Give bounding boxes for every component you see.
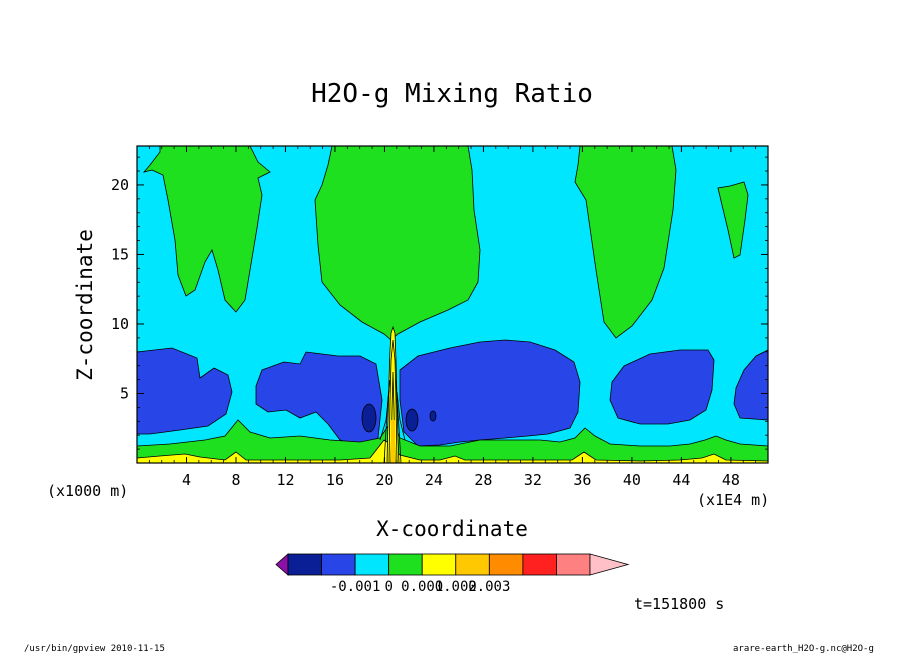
y-tick-label: 10	[111, 315, 129, 333]
colorbar-left-arrow	[275, 553, 289, 576]
x-tick-label: 4	[182, 471, 191, 489]
x-tick-label: 20	[375, 471, 393, 489]
time-label: t=151800 s	[634, 595, 724, 613]
colorbar-tick-label: 0.001	[401, 579, 443, 595]
y-axis-label: Z-coordinate	[73, 229, 97, 381]
x-tick-label: 48	[722, 471, 740, 489]
colorbar-swatch	[287, 553, 322, 576]
colorbar-tick-label: 0.003	[468, 579, 510, 595]
y-axis: 5 10 15 20	[111, 156, 768, 450]
x-tick-label: 40	[623, 471, 641, 489]
x-unit-left: (x1000 m)	[47, 482, 128, 500]
dark-blue-spot-3	[429, 410, 437, 422]
plot-frame	[136, 145, 769, 464]
x-tick-label: 28	[474, 471, 492, 489]
blue-cell-left	[137, 347, 233, 435]
colorbar-swatch	[388, 553, 423, 576]
x-tick-label: 24	[425, 471, 443, 489]
x-tick-label: 12	[276, 471, 294, 489]
green-plume-far-right	[717, 181, 749, 259]
dark-blue-spot-2	[405, 408, 419, 432]
chart-title: H2O-g Mixing Ratio	[311, 79, 593, 109]
x-tick-label: 8	[231, 471, 240, 489]
y-tick-label: 20	[111, 176, 129, 194]
plot-area	[137, 146, 768, 463]
x-tick-label: 36	[573, 471, 591, 489]
colorbar-tick-label: 0	[384, 579, 392, 595]
blue-cell-center	[399, 339, 581, 447]
colorbar-tick-label: -0.001	[330, 579, 381, 595]
colorbar-swatch	[488, 553, 524, 576]
blue-cell-mid	[255, 351, 383, 447]
yellow-column	[386, 325, 400, 463]
x-tick-label: 32	[524, 471, 542, 489]
x-axis-label: X-coordinate	[376, 517, 528, 541]
x-tick-label: 16	[326, 471, 344, 489]
colorbar-swatch	[354, 553, 390, 576]
x-axis: 4 8 12 16 20 24 28 32 36 40 44 48	[148, 146, 757, 489]
blue-cell-right	[609, 349, 715, 425]
orange-core	[391, 420, 395, 463]
y-tick-label: 15	[111, 245, 129, 263]
y-tick-label: 5	[120, 384, 129, 402]
colorbar-swatch	[321, 553, 356, 576]
colorbar-swatch	[556, 553, 591, 576]
colorbar-right-arrow	[589, 553, 630, 576]
colorbar-tick-label: 0.002	[435, 579, 477, 595]
colorbar-swatch	[455, 553, 490, 576]
green-lower-band	[137, 419, 768, 463]
blue-cell-far-right	[733, 349, 768, 421]
dark-blue-spot-1	[361, 403, 377, 433]
x-unit-right: (x1E4 m)	[697, 491, 769, 509]
footer-left: /usr/bin/gpview 2010-11-15	[24, 644, 165, 654]
colorbar-swatch	[522, 553, 557, 576]
x-tick-label: 44	[672, 471, 690, 489]
footer-right: arare-earth_H2O-g.nc@H2O-g	[733, 644, 874, 654]
colorbar-swatch	[421, 553, 457, 576]
green-plume-left	[142, 146, 271, 313]
yellow-surface-band	[137, 439, 768, 463]
green-plume-right	[574, 146, 677, 339]
